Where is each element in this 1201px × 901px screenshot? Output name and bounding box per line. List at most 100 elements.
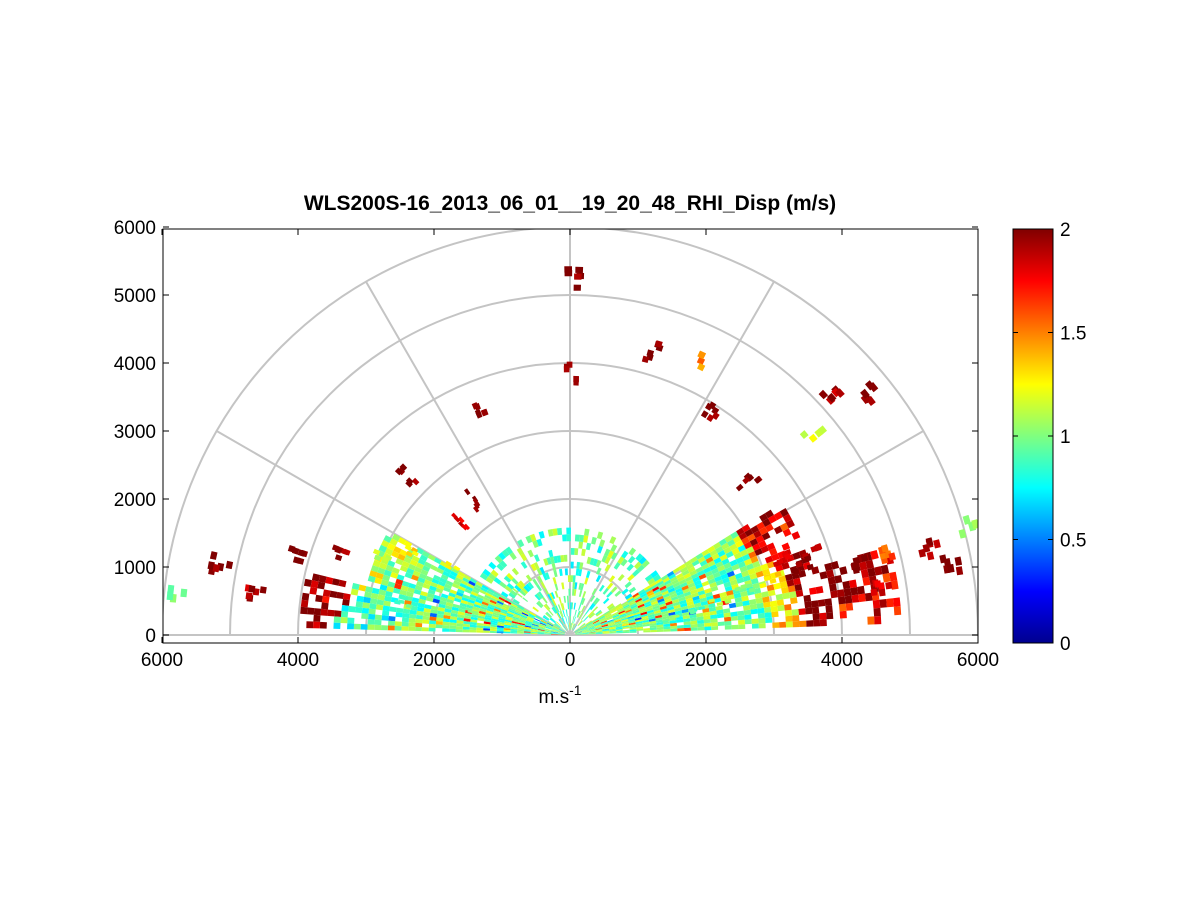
scan-cell [545,627,552,630]
scan-cell [809,587,817,595]
scan-cell [558,632,565,634]
scan-cell [676,619,684,623]
scan-cell [716,613,724,619]
scan-cell [711,411,720,420]
scan-cell [696,612,704,618]
scan-cell [506,582,515,590]
scan-cell [374,619,382,626]
axis-ticks: 6000 4000 2000 0 2000 4000 6000010002000300040… [114,218,999,671]
scan-cell [489,630,497,634]
scan-cell [368,613,376,620]
scan-cell [374,614,382,621]
scan-cell [646,589,654,595]
scan-cell [567,622,570,630]
scan-cell [347,623,355,630]
scan-cell [552,599,557,606]
scan-cell [701,563,710,570]
scan-cell [672,567,681,574]
scan-cell [632,569,640,577]
scan-cell [538,625,546,629]
scan-cell [620,617,628,621]
scan-cell [519,618,526,622]
scan-cell [587,626,595,629]
scan-cell [450,616,458,621]
scan-cell [544,629,552,632]
scan-cell [590,603,596,611]
scan-cell [511,622,519,626]
scan-cell [571,623,573,630]
scan-cell [427,554,436,561]
scan-cell [559,628,566,633]
colorbar-tick-label: 0 [1060,634,1071,655]
scan-cell [476,596,484,602]
scan-cell [570,622,573,630]
scan-cell [475,598,483,604]
scan-cell [498,616,506,620]
scan-cell [474,583,482,590]
scan-cell [622,625,630,628]
scan-cell [496,629,504,632]
scan-cell [544,633,551,635]
scan-cell [430,605,439,611]
scan-cell [682,588,691,594]
scan-cell [620,616,628,620]
scan-cell [470,591,479,597]
scan-cell [609,632,617,634]
scan-cell [647,591,655,597]
scan-cell [475,581,483,587]
scan-cell [468,596,476,602]
scan-cell [773,525,783,535]
scan-cell [560,610,564,618]
scan-cell [610,609,617,614]
scan-cell [307,607,315,615]
scan-cell [676,590,684,596]
scan-cell [515,609,523,614]
scan-cell [574,628,581,633]
scan-cell [646,607,654,612]
scan-cell [551,632,558,634]
scan-cell [558,631,565,634]
scan-cell [531,627,538,630]
scan-cell [955,566,964,576]
scan-cell [635,553,644,562]
scan-cell [368,608,376,615]
scan-cell [838,596,846,605]
scan-cell [888,552,896,561]
scan-cell [595,627,602,630]
scan-cell [621,550,629,559]
scan-cell [711,626,719,631]
scan-cell [764,555,774,564]
scan-cell [568,622,570,630]
scan-cell [595,631,603,633]
scan-cell [449,625,457,629]
scan-cell [419,594,427,601]
scan-cell [582,632,589,634]
scan-cell [391,550,400,559]
scan-cell [495,604,503,609]
scan-cell [629,624,636,627]
scan-cell [457,588,465,595]
scan-cell [477,615,485,620]
scan-cell [753,530,762,539]
scan-cell [322,589,331,597]
scan-cell [564,623,568,630]
scan-cell [750,608,758,615]
colorbar: 00.511.52 [1012,220,1086,655]
scan-cell [668,611,676,616]
scan-cell [451,567,460,574]
scan-cell [462,623,470,628]
scan-cell [716,601,724,606]
scan-cell [672,601,681,607]
scan-cell [589,613,596,619]
scan-cell [750,577,759,585]
scan-cell [683,618,691,623]
scan-cell [472,607,479,611]
scan-cell [724,625,732,630]
scan-cell [536,592,543,600]
scan-cell [765,523,774,532]
scan-cell [392,587,401,594]
scan-cell [510,624,518,627]
scan-cell [473,506,480,513]
scan-cell [742,476,751,485]
scan-cell [695,552,704,560]
